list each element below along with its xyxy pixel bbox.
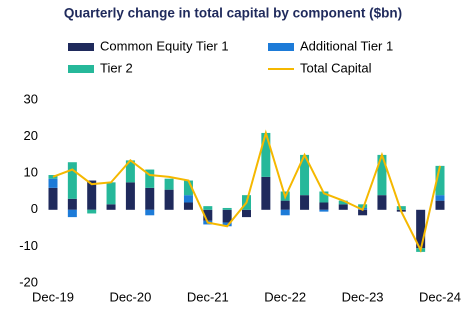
bar [67, 209, 77, 218]
bar [377, 154, 387, 196]
bar [338, 204, 348, 210]
bar [358, 209, 368, 216]
bar [48, 187, 58, 210]
bar [261, 176, 271, 210]
chart-title: Quarterly change in total capital by com… [64, 6, 402, 21]
y-tick-label: 0 [31, 201, 38, 216]
bar [261, 132, 271, 177]
bar [280, 209, 290, 216]
bar [183, 180, 193, 196]
bar [396, 206, 406, 210]
line [52, 129, 441, 253]
bar [87, 180, 97, 210]
bar [416, 209, 426, 249]
bar [435, 165, 445, 196]
bar [145, 187, 155, 210]
legend-swatch [68, 65, 94, 73]
y-tick-label: 30 [24, 91, 38, 106]
bar [67, 198, 77, 210]
y-tick-label: 10 [24, 165, 38, 180]
x-tick-label: Dec-23 [342, 289, 384, 304]
bar [164, 178, 174, 190]
bar [377, 195, 387, 210]
bar [319, 191, 329, 203]
bar [300, 154, 310, 196]
x-tick-label: Dec-24 [419, 289, 461, 304]
bar [48, 178, 58, 188]
bar [435, 195, 445, 201]
bar [125, 182, 135, 210]
bar [183, 195, 193, 203]
bar [358, 204, 368, 208]
legend-swatch [268, 43, 294, 51]
bar [300, 195, 310, 210]
bar [67, 162, 77, 199]
bar [164, 189, 174, 210]
bar [106, 182, 116, 205]
bar [222, 207, 232, 210]
bar [106, 204, 116, 210]
bar [242, 209, 251, 218]
bar [203, 206, 213, 210]
bar [280, 200, 290, 210]
legend-label: Additional Tier 1 [300, 38, 393, 53]
y-tick-label: -10 [19, 238, 38, 253]
x-tick-label: Dec-20 [109, 289, 151, 304]
bar [183, 202, 193, 210]
bar [203, 209, 213, 221]
bar [222, 222, 232, 227]
legend-label: Tier 2 [100, 60, 133, 75]
y-tick-label: 20 [24, 128, 38, 143]
bar [145, 169, 155, 188]
legend-label: Common Equity Tier 1 [100, 38, 229, 53]
x-tick-label: Dec-22 [264, 289, 306, 304]
bar [319, 202, 329, 210]
x-tick-label: Dec-19 [32, 289, 74, 304]
y-tick-label: -20 [19, 274, 38, 289]
x-tick-label: Dec-21 [187, 289, 229, 304]
legend-label: Total Capital [300, 60, 372, 75]
bar [145, 209, 155, 216]
bar [125, 160, 135, 183]
bar [222, 209, 232, 223]
bar [435, 200, 445, 210]
bar [87, 209, 97, 214]
bar [338, 200, 348, 205]
legend-swatch [68, 43, 94, 51]
bar [319, 209, 329, 212]
